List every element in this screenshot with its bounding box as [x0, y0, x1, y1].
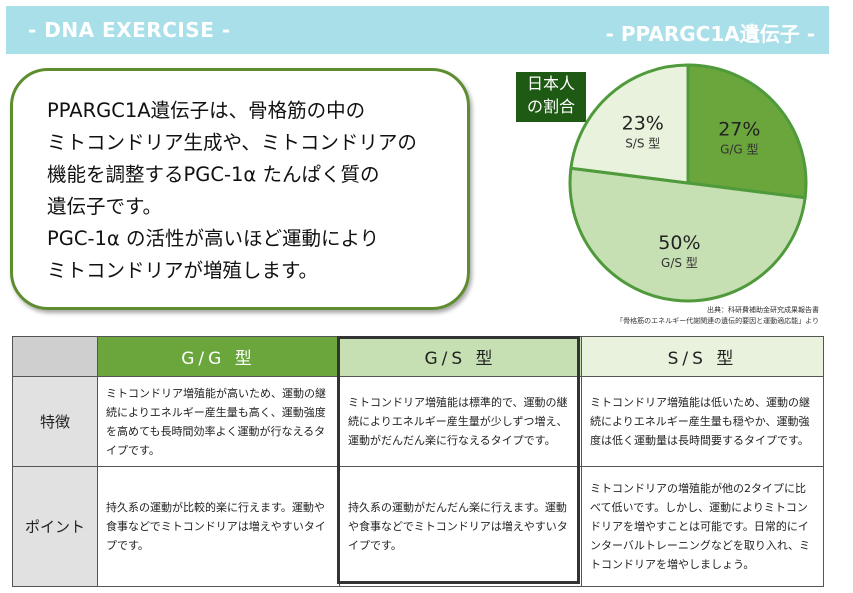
intro-text: PPARGC1A遺伝子は、骨格筋の中の ミトコンドリア生成や、ミトコンドリアの …: [47, 95, 462, 287]
header-title-right: - PPARGC1A遺伝子 -: [605, 22, 815, 46]
table-row: 特徴 ミトコンドリア増殖能が高いため、運動の継続によりエネルギー産生量も高く、運…: [12, 376, 824, 467]
source-line-1: 出典：科研費補助金研究成果報告書: [707, 306, 819, 314]
intro-line: ミトコンドリア生成や、ミトコンドリアの: [47, 131, 417, 154]
table-cell: 持久系の運動が比較的楽に行えます。運動や食事などでミトコンドリアは増えやすいタイ…: [97, 466, 340, 587]
table-cell: ミトコンドリア増殖能は低いため、運動の継続によりエネルギー産生量も穏やか、運動強…: [581, 376, 824, 467]
badge-line: の割合: [526, 97, 575, 116]
pie-slice: [686, 63, 808, 200]
intro-line: ミトコンドリアが増殖します。: [47, 259, 319, 282]
table-cell: 持久系の運動がだんだん楽に行えます。運動や食事などでミトコンドリアは増えやすいタ…: [339, 466, 582, 587]
row-header-features: 特徴: [12, 376, 98, 467]
pie-slice: [569, 63, 690, 185]
col-header-gs: G/S 型: [339, 336, 582, 377]
table-row: ポイント 持久系の運動が比較的楽に行えます。運動や食事などでミトコンドリアは増え…: [12, 466, 824, 587]
header-title-left: - DNA EXERCISE -: [28, 18, 231, 42]
pie-value-label: 50%: [658, 232, 700, 254]
intro-box: PPARGC1A遺伝子は、骨格筋の中の ミトコンドリア生成や、ミトコンドリアの …: [10, 68, 470, 310]
genotype-table: G/G 型 G/S 型 S/S 型 特徴 ミトコンドリア増殖能が高いため、運動の…: [12, 336, 824, 587]
col-header-ss: S/S 型: [581, 336, 824, 377]
pie-value-label: 23%: [622, 113, 664, 135]
badge-line: 日本人: [526, 74, 575, 93]
header-banner: - DNA EXERCISE - - PPARGC1A遺伝子 -: [6, 6, 829, 54]
pie-chart: 27% G/G 型 50% G/S 型 23% S/S 型: [568, 63, 808, 303]
row-header-points: ポイント: [12, 466, 98, 587]
table-corner: [12, 336, 98, 377]
col-header-gg: G/G 型: [97, 336, 340, 377]
pie-value-label: 27%: [718, 119, 760, 141]
intro-line: 機能を調整するPGC-1α たんぱく質の: [47, 163, 380, 186]
intro-line: PGC-1α の活性が高いほど運動により: [47, 227, 380, 250]
pie-category-label: G/S 型: [661, 256, 698, 270]
table-cell: ミトコンドリアの増殖能が他の2タイプに比べて低いです。しかし、運動によりミトコン…: [581, 466, 824, 587]
intro-line: 遺伝子です。: [47, 195, 163, 218]
table-cell: ミトコンドリア増殖能は標準的で、運動の継続によりエネルギー産生量が少しずつ増え、…: [339, 376, 582, 467]
intro-line: PPARGC1A遺伝子は、骨格筋の中の: [47, 99, 366, 122]
source-line-2: 「骨格筋のエネルギー代謝関連の遺伝的要因と運動適応能」より: [616, 317, 819, 325]
pie-category-label: S/S 型: [625, 137, 660, 151]
pie-category-label: G/G 型: [720, 143, 758, 157]
japanese-ratio-badge: 日本人 の割合: [516, 72, 586, 122]
table-cell: ミトコンドリア増殖能が高いため、運動の継続によりエネルギー産生量も高く、運動強度…: [97, 376, 340, 467]
pie-slice: [568, 166, 807, 303]
